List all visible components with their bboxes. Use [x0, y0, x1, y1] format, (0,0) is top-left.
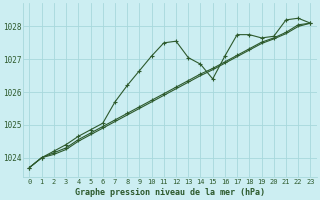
- X-axis label: Graphe pression niveau de la mer (hPa): Graphe pression niveau de la mer (hPa): [75, 188, 265, 197]
